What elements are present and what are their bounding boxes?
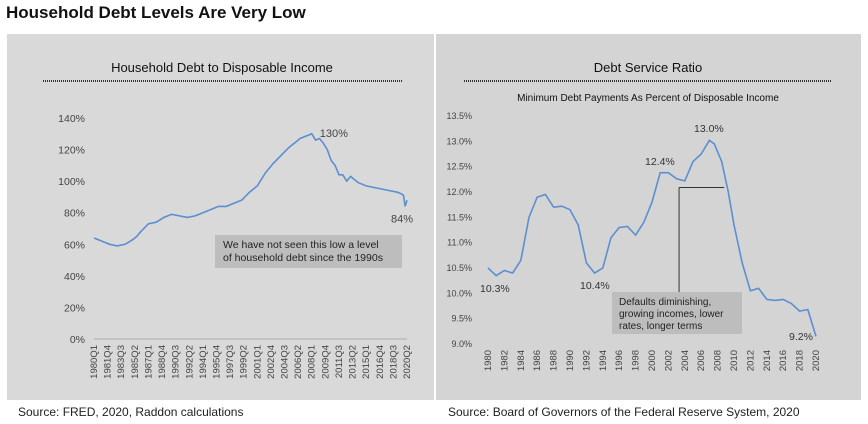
- y-tick-label: 60%: [64, 239, 85, 251]
- x-tick-label: 2001Q1: [252, 345, 263, 379]
- chart-title: Household Debt to Disposable Income: [111, 60, 333, 75]
- y-tick-label: 9.0%: [451, 339, 472, 349]
- x-tick-label: 1988Q4: [157, 345, 168, 379]
- callout-box: [215, 235, 402, 268]
- x-tick-label: 2020: [811, 350, 822, 371]
- x-tick-label: 2016Q4: [375, 345, 386, 379]
- y-tick-label: 40%: [64, 271, 85, 283]
- x-tick-label: 2000: [647, 350, 658, 371]
- x-tick-label: 1980: [483, 350, 494, 371]
- x-tick-label: 2002: [663, 350, 674, 371]
- chart-subtitle: Minimum Debt Payments As Percent of Disp…: [517, 93, 779, 104]
- x-tick-label: 2020Q2: [402, 345, 413, 379]
- y-tick-label: 0%: [70, 334, 85, 346]
- debt-to-income-line: [93, 132, 408, 247]
- debt-service-ratio-panel: Debt Service Ratio Minimum Debt Payments …: [436, 34, 861, 400]
- low-1990s-label: 10.4%: [580, 280, 610, 292]
- x-tick-label: 2010: [729, 350, 740, 371]
- x-tick-label: 1990: [565, 350, 576, 371]
- callout-text: Defaults diminishing,: [619, 297, 711, 308]
- peak-label: 130%: [320, 128, 348, 140]
- y-tick-label: 11.0%: [447, 238, 472, 248]
- x-tick-label: 1988: [549, 350, 560, 371]
- x-tick-label: 2009Q4: [320, 345, 331, 379]
- x-tick-label: 2002Q4: [266, 345, 277, 379]
- y-tick-label: 80%: [64, 208, 85, 220]
- x-tick-label: 1982: [499, 350, 510, 371]
- x-tick-label: 1999Q2: [239, 345, 250, 379]
- y-tick-label: 20%: [64, 302, 85, 314]
- x-tick-label: 2012: [745, 350, 756, 371]
- chart-title: Debt Service Ratio: [594, 60, 702, 75]
- latest-label: 84%: [391, 213, 413, 225]
- x-tick-label: 1992Q2: [184, 345, 195, 379]
- x-tick-label: 2015Q1: [361, 345, 372, 379]
- y-tick-label: 10.5%: [446, 263, 472, 273]
- y-tick-label: 12.0%: [446, 187, 472, 197]
- page-title: Household Debt Levels Are Very Low: [6, 3, 306, 22]
- x-tick-label: 2013Q2: [348, 345, 359, 379]
- x-tick-label: 1984: [516, 350, 527, 371]
- x-tick-label: 2008Q1: [307, 345, 318, 379]
- callout-box: [612, 292, 742, 334]
- latest-label: 9.2%: [789, 331, 813, 343]
- y-tick-label: 12.5%: [446, 162, 472, 172]
- source-note-left: Source: FRED, 2020, Raddon calculations: [18, 405, 244, 419]
- x-tick-label: 1985Q2: [130, 345, 141, 379]
- x-tick-label: 1992: [581, 350, 592, 371]
- low-1980s-label: 10.3%: [480, 283, 510, 295]
- x-tick-label: 1997Q3: [225, 345, 236, 379]
- callout-text: of household debt since the 1990s: [223, 252, 383, 264]
- x-tick-label: 1995Q4: [211, 345, 222, 379]
- x-tick-label: 2006: [696, 350, 707, 371]
- x-tick-label: 1986: [532, 350, 543, 371]
- x-tick-label: 1987Q1: [143, 345, 154, 379]
- y-tick-label: 9.5%: [451, 314, 472, 324]
- x-tick-label: 1980Q1: [89, 345, 100, 379]
- debt-service-line: [487, 139, 817, 337]
- callout-text: growing incomes, lower: [619, 309, 724, 320]
- debt-service-ratio-chart: Debt Service Ratio Minimum Debt Payments …: [446, 60, 832, 371]
- x-tick-label: 1996: [614, 350, 625, 371]
- callout-text: We have not seen this low a level: [223, 239, 379, 251]
- x-tick-label: 1998: [631, 350, 642, 371]
- x-tick-label: 2006Q2: [293, 345, 304, 379]
- y-tick-label: 13.0%: [446, 136, 472, 146]
- x-tick-label: 1994: [598, 350, 609, 371]
- y-tick-label: 10.0%: [446, 288, 472, 298]
- x-tick-label: 1994Q1: [198, 345, 209, 379]
- source-note-right: Source: Board of Governors of the Federa…: [448, 405, 800, 419]
- x-tick-label: 2011Q3: [334, 345, 345, 378]
- x-tick-label: 2004: [680, 350, 691, 371]
- y-tick-label: 13.5%: [446, 111, 472, 121]
- x-tick-label: 2018: [795, 350, 806, 371]
- x-tick-label: 2016: [778, 350, 789, 371]
- x-tick-label: 1983Q3: [116, 345, 127, 379]
- debt-to-income-chart: Household Debt to Disposable Income 0% 20%…: [43, 60, 413, 379]
- debt-to-income-panel: Household Debt to Disposable Income 0% 20%…: [7, 34, 434, 400]
- callout-text: rates, longer terms: [619, 321, 702, 332]
- x-tick-label: 1990Q3: [171, 345, 182, 379]
- x-tick-label: 2018Q3: [388, 345, 399, 379]
- y-tick-label: 140%: [58, 113, 85, 125]
- y-tick-label: 11.5%: [447, 212, 472, 222]
- peak-2002-label: 12.4%: [645, 156, 675, 168]
- x-tick-label: 2014: [762, 350, 773, 371]
- x-tick-label: 1981Q4: [103, 345, 114, 379]
- y-tick-label: 100%: [58, 176, 85, 188]
- x-tick-label: 2008: [713, 350, 724, 371]
- x-tick-label: 2004Q3: [280, 345, 291, 379]
- y-tick-label: 120%: [58, 145, 85, 157]
- peak-2007-label: 13.0%: [694, 123, 724, 135]
